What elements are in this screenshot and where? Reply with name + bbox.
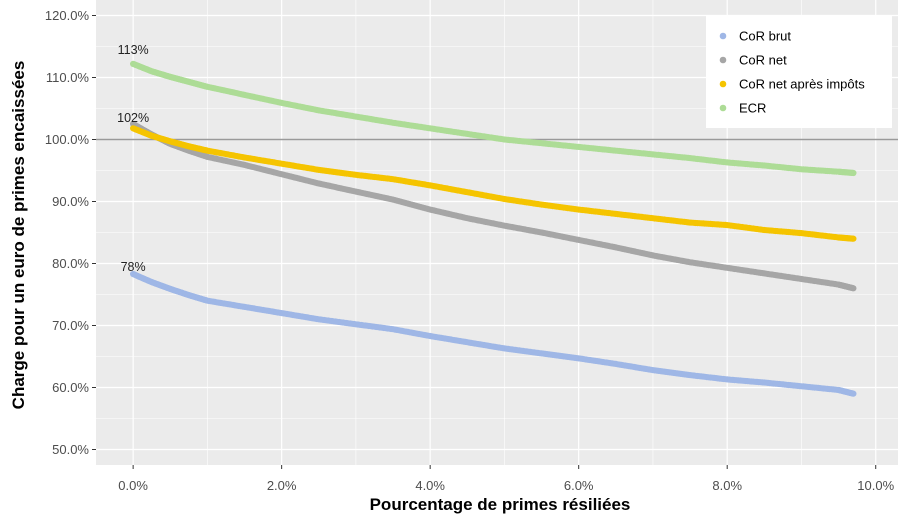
data-points: [130, 60, 857, 397]
y-tick-label: 50.0%: [52, 442, 89, 457]
legend-box: [706, 16, 892, 128]
x-tick-label: 10.0%: [857, 478, 894, 493]
legend-marker: [719, 32, 727, 40]
legend-marker: [719, 104, 727, 112]
data-point: [850, 390, 857, 397]
x-axis-ticks: 0.0% 2.0% 4.0% 6.0% 8.0% 10.0%: [118, 465, 895, 493]
y-tick-label: 70.0%: [52, 318, 89, 333]
legend-label: CoR net après impôts: [739, 77, 865, 92]
x-axis-title: Pourcentage de primes résiliées: [370, 495, 631, 514]
series-0: [130, 270, 857, 397]
y-tick-label: 110.0%: [46, 70, 90, 85]
legend-marker: [719, 80, 727, 88]
x-tick-label: 2.0%: [267, 478, 297, 493]
annotations: 113% 102% 78%: [117, 43, 149, 274]
y-tick-label: 80.0%: [52, 256, 89, 271]
data-point: [850, 169, 857, 177]
legend-marker: [719, 56, 727, 64]
y-tick-label: 90.0%: [52, 194, 89, 209]
y-tick-label: 120.0%: [45, 8, 90, 23]
x-tick-label: 8.0%: [712, 478, 742, 493]
series-1: [130, 120, 857, 292]
y-tick-label: 60.0%: [52, 380, 89, 395]
legend: CoR brut CoR net CoR net après impôts ECR: [706, 16, 892, 128]
annotation-label: 78%: [121, 260, 146, 274]
series-3: [130, 60, 857, 177]
legend-label: CoR net: [739, 53, 787, 68]
annotation-label: 113%: [118, 43, 149, 57]
y-axis-title: Charge pour un euro de primes encaissées: [9, 61, 28, 410]
x-tick-label: 6.0%: [564, 478, 594, 493]
legend-label: CoR brut: [739, 29, 791, 44]
y-tick-label: 100.0%: [45, 132, 90, 147]
y-axis-ticks: 50.0% 60.0% 70.0% 80.0% 90.0% 100.0% 110.0% 120…: [45, 8, 96, 457]
data-point: [850, 235, 857, 242]
x-tick-label: 4.0%: [415, 478, 445, 493]
series-2: [130, 125, 857, 242]
data-point: [850, 285, 857, 292]
x-tick-label: 0.0%: [118, 478, 148, 493]
annotation-label: 102%: [117, 111, 149, 125]
legend-label: ECR: [739, 101, 766, 116]
